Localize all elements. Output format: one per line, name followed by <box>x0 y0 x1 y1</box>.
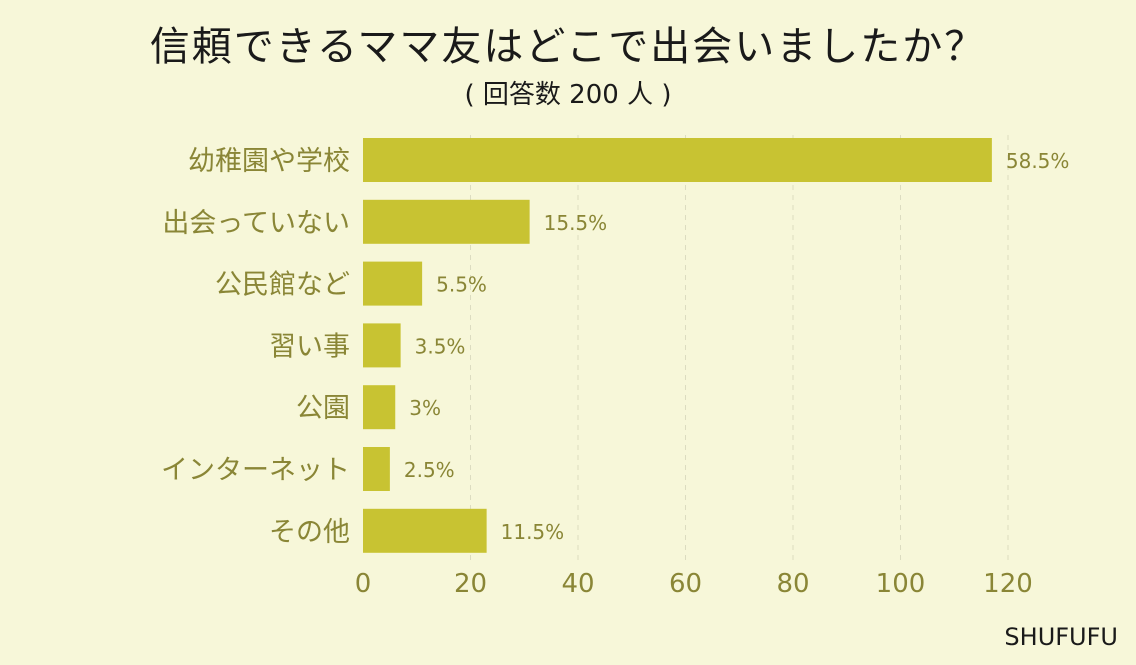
value-label: 3.5% <box>415 334 466 358</box>
value-label: 58.5% <box>1006 149 1070 173</box>
value-label: 3% <box>409 396 441 420</box>
value-label: 15.5% <box>544 211 608 235</box>
grid-lines <box>470 135 1009 560</box>
x-tick-label: 40 <box>561 569 594 599</box>
value-label: 2.5% <box>404 458 455 482</box>
x-tick-label: 20 <box>454 569 487 599</box>
category-label: 幼稚園や学校 <box>188 146 350 177</box>
category-label: その他 <box>269 517 350 548</box>
x-tick-label: 60 <box>669 569 702 599</box>
bar <box>363 508 487 553</box>
category-label: インターネット <box>161 455 350 486</box>
chart-title: 信頼できるママ友はどこで出会いましたか？ <box>149 24 987 70</box>
category-label: 習い事 <box>269 331 350 362</box>
value-label: 5.5% <box>436 273 487 297</box>
credit-logo: SHUFUFU <box>1004 623 1118 651</box>
category-label: 公園 <box>296 393 350 424</box>
category-label: 出会っていない <box>162 208 350 239</box>
x-tick-label: 80 <box>776 569 809 599</box>
bar <box>363 138 992 182</box>
value-label: 11.5% <box>501 520 565 544</box>
bar <box>363 447 390 491</box>
value-labels: 58.5% 15.5% 5.5% 3.5% 3% 2.5% 11.5% <box>404 149 1070 544</box>
category-label: 公民館など <box>215 270 350 301</box>
bar <box>363 199 530 244</box>
x-tick-label: 100 <box>876 569 926 599</box>
bar <box>363 261 423 306</box>
x-tick-label: 0 <box>355 569 372 599</box>
bars <box>363 138 992 553</box>
bar <box>363 385 396 430</box>
chart-subtitle: ( 回答数 200 人 ) <box>464 80 672 110</box>
bar <box>363 323 401 368</box>
x-axis-ticks: 0 20 40 60 80 100 120 <box>355 569 1033 599</box>
x-tick-label: 120 <box>983 569 1033 599</box>
